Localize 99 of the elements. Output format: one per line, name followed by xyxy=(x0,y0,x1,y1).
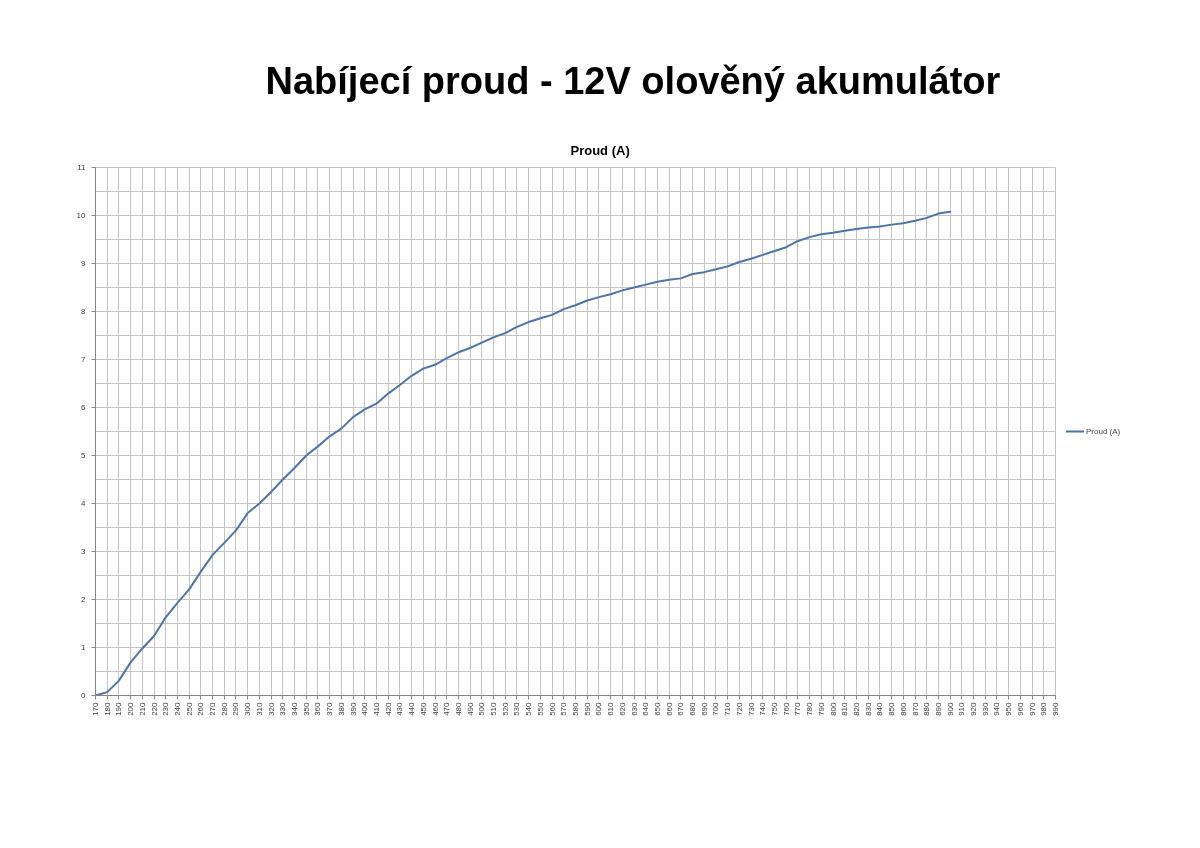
x-tick-label: 680 xyxy=(688,701,698,716)
x-tick-label: 370 xyxy=(325,701,335,716)
y-tick-label: 1 xyxy=(81,643,87,652)
x-tick-label: 550 xyxy=(535,701,545,716)
x-tick-label: 690 xyxy=(699,701,709,716)
x-tick-label: 240 xyxy=(172,701,182,716)
x-tick-label: 580 xyxy=(571,701,580,716)
x-tick-label: 630 xyxy=(629,701,639,716)
x-tick-label: 610 xyxy=(606,701,616,716)
x-tick-label: 350 xyxy=(301,701,311,716)
x-tick-label: 860 xyxy=(898,701,908,716)
x-tick-label: 190 xyxy=(114,701,124,716)
x-tick-label: 560 xyxy=(547,701,557,716)
x-tick-label: 730 xyxy=(746,701,756,716)
x-tick-label: 920 xyxy=(969,701,979,716)
x-tick-label: 530 xyxy=(512,701,522,716)
x-tick-label: 720 xyxy=(734,701,744,716)
x-tick-label: 930 xyxy=(980,701,990,716)
x-tick-label: 230 xyxy=(161,701,171,716)
x-tick-label: 430 xyxy=(395,701,405,716)
x-tick-label: 830 xyxy=(863,701,873,716)
x-tick-label: 890 xyxy=(933,701,943,716)
y-tick-label: 9 xyxy=(81,259,87,268)
x-tick-label: 250 xyxy=(184,701,194,716)
x-tick-label: 200 xyxy=(126,701,136,716)
x-tick-label: 330 xyxy=(278,701,288,716)
y-tick-label: 6 xyxy=(81,403,87,412)
x-tick-label: 970 xyxy=(1027,701,1037,716)
x-tick-label: 420 xyxy=(383,701,393,716)
x-tick-label: 950 xyxy=(1004,701,1014,716)
x-tick-label: 450 xyxy=(418,701,428,716)
x-tick-label: 960 xyxy=(1015,701,1025,716)
y-tick-label: 8 xyxy=(81,307,87,316)
y-tick-label: 2 xyxy=(81,595,87,604)
x-tick-label: 850 xyxy=(887,701,897,716)
x-tick-label: 410 xyxy=(371,701,381,716)
x-tick-label: 400 xyxy=(360,701,370,716)
x-tick-label: 800 xyxy=(828,701,838,716)
x-tick-label: 220 xyxy=(149,701,159,716)
x-tick-label: 480 xyxy=(453,701,463,716)
x-tick-label: 500 xyxy=(477,701,487,716)
x-tick-label: 440 xyxy=(407,701,417,716)
x-tick-label: 360 xyxy=(313,701,323,716)
x-tick-label: 600 xyxy=(594,701,604,716)
y-tick-label: 10 xyxy=(76,211,87,220)
x-tick-label: 910 xyxy=(957,701,967,716)
x-tick-label: 470 xyxy=(442,701,452,716)
x-tick-label: 670 xyxy=(676,701,686,716)
x-tick-label: 170 xyxy=(91,701,100,716)
x-tick-label: 320 xyxy=(266,701,276,716)
x-tick-label: 490 xyxy=(465,701,475,716)
y-tick-label: 0 xyxy=(81,691,87,700)
y-tick-label: 11 xyxy=(77,163,87,172)
x-tick-label: 180 xyxy=(102,701,112,716)
x-tick-label: 260 xyxy=(196,701,206,716)
x-tick-label: 590 xyxy=(582,701,592,716)
x-tick-label: 900 xyxy=(945,701,955,716)
x-tick-label: 570 xyxy=(559,701,569,716)
x-tick-label: 790 xyxy=(816,701,826,716)
x-tick-label: 380 xyxy=(336,701,346,716)
x-tick-label: 300 xyxy=(243,701,253,716)
chart-title: Nabíjecí proud - 12V olověný akumulátor xyxy=(265,59,1001,102)
x-tick-label: 990 xyxy=(1051,701,1060,716)
x-tick-label: 340 xyxy=(290,701,300,716)
x-tick-label: 880 xyxy=(922,701,932,716)
line-series xyxy=(95,210,952,696)
x-tick-label: 710 xyxy=(723,701,733,716)
x-tick-label: 770 xyxy=(793,701,803,716)
x-tick-label: 290 xyxy=(231,701,241,716)
y-tick-label: 4 xyxy=(81,499,87,508)
x-tick-label: 280 xyxy=(219,701,229,716)
x-tick-label: 980 xyxy=(1039,701,1049,716)
x-tick-label: 310 xyxy=(254,701,264,716)
y-tick-label: 3 xyxy=(81,547,87,556)
x-tick-label: 650 xyxy=(652,701,662,716)
x-tick-label: 810 xyxy=(840,701,850,716)
x-tick-label: 510 xyxy=(489,701,499,716)
y-tick-label: 7 xyxy=(81,355,87,364)
x-tick-label: 520 xyxy=(500,701,510,716)
x-tick-label: 870 xyxy=(910,701,920,716)
x-tick-label: 820 xyxy=(851,701,861,716)
x-tick-label: 390 xyxy=(348,701,358,716)
x-tick-label: 760 xyxy=(781,701,791,716)
x-tick-label: 540 xyxy=(524,701,534,716)
y-tick-label: 5 xyxy=(81,451,87,460)
x-tick-label: 620 xyxy=(617,701,627,716)
x-tick-label: 640 xyxy=(641,701,651,716)
x-tick-label: 210 xyxy=(137,701,147,716)
x-tick-label: 740 xyxy=(758,701,768,716)
x-tick-label: 940 xyxy=(992,701,1002,716)
chart-subtitle: Proud (A) xyxy=(570,143,630,158)
x-tick-label: 780 xyxy=(805,701,815,716)
x-tick-label: 460 xyxy=(430,701,440,716)
x-tick-label: 700 xyxy=(711,701,721,716)
x-tick-label: 750 xyxy=(770,701,780,716)
legend-label: Proud (A) xyxy=(1086,426,1121,436)
x-tick-label: 660 xyxy=(664,701,674,716)
x-tick-label: 270 xyxy=(208,701,218,716)
x-tick-label: 840 xyxy=(875,701,885,716)
